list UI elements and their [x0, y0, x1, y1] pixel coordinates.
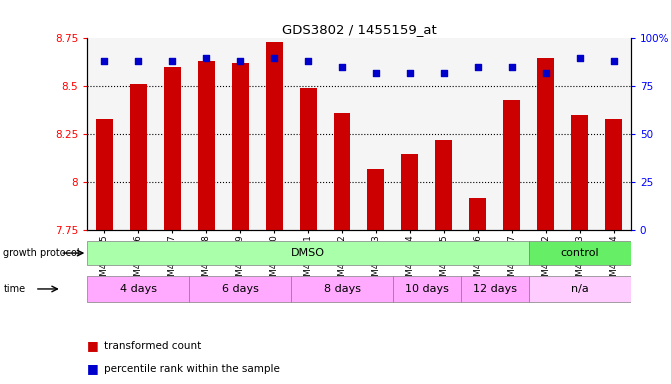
Text: 12 days: 12 days — [473, 284, 517, 294]
Bar — [299, 88, 317, 230]
Bar — [291, 276, 393, 302]
Point — [337, 64, 348, 70]
Text: transformed count: transformed count — [104, 341, 201, 351]
Title: GDS3802 / 1455159_at: GDS3802 / 1455159_at — [282, 23, 436, 36]
Point — [574, 55, 585, 61]
Point — [133, 58, 144, 65]
Bar — [605, 119, 622, 230]
Bar — [231, 63, 248, 230]
Bar — [435, 140, 452, 230]
Bar — [529, 276, 631, 302]
Bar — [87, 276, 189, 302]
Text: growth protocol: growth protocol — [3, 248, 80, 258]
Text: n/a: n/a — [571, 284, 588, 294]
Text: ■: ■ — [87, 362, 99, 375]
Point — [167, 58, 178, 65]
Text: 4 days: 4 days — [119, 284, 157, 294]
Point — [405, 70, 415, 76]
Point — [540, 70, 551, 76]
Point — [201, 55, 211, 61]
Point — [303, 58, 313, 65]
Point — [472, 64, 483, 70]
Text: 6 days: 6 days — [221, 284, 258, 294]
Point — [439, 70, 450, 76]
Text: 10 days: 10 days — [405, 284, 449, 294]
Bar — [266, 42, 282, 230]
Point — [507, 64, 517, 70]
Bar — [537, 58, 554, 230]
Text: control: control — [560, 248, 599, 258]
Point — [235, 58, 246, 65]
Bar — [470, 198, 486, 230]
Point — [370, 70, 381, 76]
Bar — [333, 113, 350, 230]
Bar — [87, 241, 529, 265]
Bar — [461, 276, 529, 302]
Bar — [164, 67, 180, 230]
Text: ■: ■ — [87, 339, 99, 352]
Bar — [130, 84, 147, 230]
Bar — [96, 119, 113, 230]
Bar — [401, 154, 419, 230]
Text: time: time — [3, 284, 25, 294]
Bar — [503, 100, 520, 230]
Point — [609, 58, 619, 65]
Bar — [393, 276, 461, 302]
Bar — [198, 61, 215, 230]
Text: 8 days: 8 days — [323, 284, 360, 294]
Point — [268, 55, 279, 61]
Bar — [529, 241, 631, 265]
Text: percentile rank within the sample: percentile rank within the sample — [104, 364, 280, 374]
Bar — [571, 115, 588, 230]
Point — [99, 58, 109, 65]
Bar — [189, 276, 291, 302]
Bar — [368, 169, 384, 230]
Text: DMSO: DMSO — [291, 248, 325, 258]
